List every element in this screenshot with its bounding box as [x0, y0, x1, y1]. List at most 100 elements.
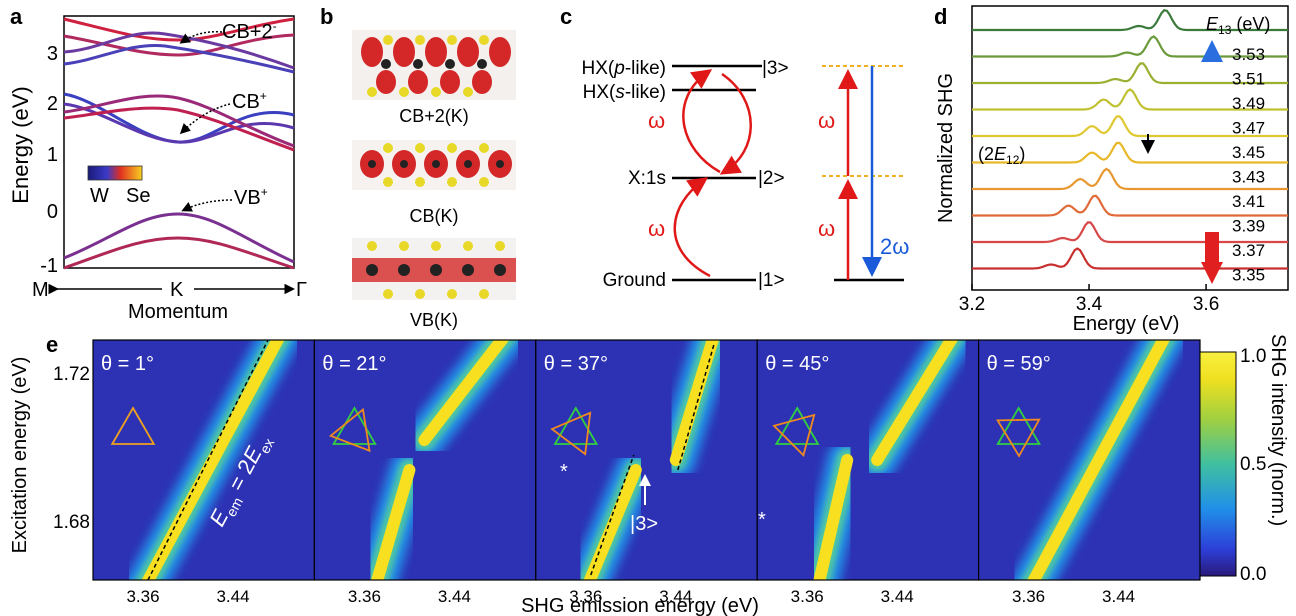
b-label-1: CB(K) — [410, 206, 459, 226]
d-legend-title: E13 (eV) — [1206, 14, 1270, 37]
a-xtick-K: K — [170, 279, 184, 301]
e-xtick: 3.36 — [1012, 587, 1045, 606]
panel-label-a: a — [10, 4, 23, 29]
e-colorbar — [1199, 351, 1237, 577]
relation-line — [147, 340, 269, 580]
e-cbar-tick: 0.0 — [1240, 564, 1266, 585]
e-cbar-tick: 1.0 — [1240, 346, 1266, 367]
spectrum-line — [972, 88, 1288, 111]
heatmap-ridge — [1027, 340, 1171, 580]
lattice-triangle-icon — [774, 406, 820, 445]
c-level-hxs: HX(s-like) — [583, 82, 666, 103]
c-omega-r: ω — [818, 108, 835, 133]
e13-value: 3.51 — [1232, 70, 1265, 89]
b-label-0: CB+2(K) — [399, 106, 469, 126]
e-ytick: 1.72 — [53, 364, 90, 385]
star-marker: * — [758, 509, 766, 531]
legend-red-arrowhead — [1201, 262, 1223, 284]
c-ket3: |3> — [762, 58, 789, 79]
d-xlabel: Energy (eV) — [1073, 313, 1180, 335]
spectrum-line — [972, 221, 1288, 244]
heatmap-panel: θ = 37° 3.36 3.44 — [535, 339, 758, 606]
transition-arrow — [682, 69, 721, 174]
e-xtick: 3.44 — [659, 587, 692, 606]
spectrum-line — [972, 141, 1288, 164]
c-omega-r: ω — [818, 216, 835, 241]
spectrum-line — [972, 247, 1288, 270]
e-cbar-label: SHG intensity (norm.) — [1267, 334, 1289, 526]
legend-blue-arrowhead — [1201, 40, 1223, 62]
spectra-group — [971, 8, 1288, 290]
heatmap-ridge — [871, 340, 959, 466]
lattice-triangle-icon — [110, 406, 156, 445]
a-ytick: 0 — [47, 201, 58, 223]
spectrum-line — [972, 8, 1288, 32]
angle-label: θ = 21° — [322, 353, 386, 375]
lattice-triangle-icon — [772, 413, 816, 457]
c-level-x1s: X:1s — [628, 168, 666, 189]
panel-a-bands: 3 2 1 0 -1 Energy (eV) W Se CB+2- CB+ VB… — [8, 15, 307, 323]
e13-value: 3.53 — [1232, 45, 1265, 64]
spectrum-line — [972, 167, 1288, 191]
panel-label-c: c — [560, 4, 572, 29]
c-level-hxp: HX(p-like) — [582, 58, 666, 79]
band-cb-mid — [63, 94, 295, 148]
e13-value: 3.45 — [1232, 143, 1265, 162]
a-ytick: 2 — [47, 93, 58, 115]
a-xtick-G: Γ — [296, 279, 307, 301]
spectrum-line — [972, 35, 1288, 58]
heatmap-ridge — [669, 340, 720, 466]
d-xtick: 3.6 — [1193, 294, 1219, 315]
panel-c-diagram: HX(p-like) HX(s-like) X:1s Ground |3> |2… — [582, 58, 910, 291]
orbital-vbk — [352, 238, 516, 300]
spectrum-line — [972, 115, 1288, 138]
panel-d: E13 (eV) 3.53 3.51 3.49 3.47 3.45 3.43 3.41 3.3… — [935, 5, 1289, 335]
transition-arrow — [673, 177, 711, 278]
annot-vb: VB+ — [234, 185, 268, 209]
e-xtick: 3.44 — [1102, 587, 1135, 606]
e13-value-list: 3.53 3.51 3.49 3.47 3.45 3.43 3.41 3.39 3.37 3.35 — [1232, 45, 1265, 285]
panel-label-d: d — [934, 4, 947, 29]
lattice-triangle-icon — [328, 407, 371, 453]
e13-value: 3.47 — [1232, 119, 1265, 138]
lattice-triangle-icon — [996, 406, 1041, 445]
lattice-triangle-icon — [553, 406, 599, 445]
heatmap-panel: θ = 45° 3.36 3.44 — [756, 339, 980, 606]
orbital-cbk — [352, 140, 516, 190]
e-xtick: 3.36 — [126, 587, 159, 606]
c-omega: ω — [648, 108, 665, 133]
spectrum-line — [972, 194, 1288, 217]
e-xtick: 3.44 — [438, 587, 471, 606]
e13-value: 3.49 — [1232, 94, 1265, 113]
e-cbar-tick: 0.5 — [1240, 454, 1266, 475]
a-colorbar-left: W — [90, 185, 109, 207]
e13-value: 3.41 — [1232, 192, 1265, 211]
transition-arrow — [719, 72, 752, 175]
angle-label: θ = 59° — [987, 353, 1051, 375]
annot-arrow — [179, 103, 231, 135]
lattice-triangle-icon — [996, 418, 1041, 458]
a-colorbar — [87, 165, 143, 181]
heatmap-ridge — [583, 464, 642, 580]
heatmap-ridge — [813, 454, 854, 580]
angle-label: θ = 45° — [765, 353, 829, 375]
e13-value: 3.39 — [1232, 217, 1265, 236]
ket3-label: |3> — [630, 513, 658, 535]
panel-label-b: b — [320, 4, 333, 29]
a-colorbar-right: Se — [126, 185, 150, 207]
dashed-guide — [590, 454, 635, 576]
b-label-2: VB(K) — [410, 310, 458, 330]
e-xlabel: SHG emission energy (eV) — [521, 595, 759, 616]
d-ylabel: Normalized SHG — [935, 73, 957, 223]
e-ylabel: Excitation energy (eV) — [9, 357, 31, 554]
ket3-arrowhead — [639, 474, 651, 486]
e-xtick: 3.36 — [348, 587, 381, 606]
c-level-ground: Ground — [603, 270, 666, 291]
e-xtick: 3.36 — [791, 587, 824, 606]
d-xtick: 3.4 — [1076, 294, 1103, 315]
a-ytick: 3 — [47, 43, 58, 65]
band-cb1b — [63, 43, 295, 74]
a-xlabel: Momentum — [128, 301, 228, 323]
